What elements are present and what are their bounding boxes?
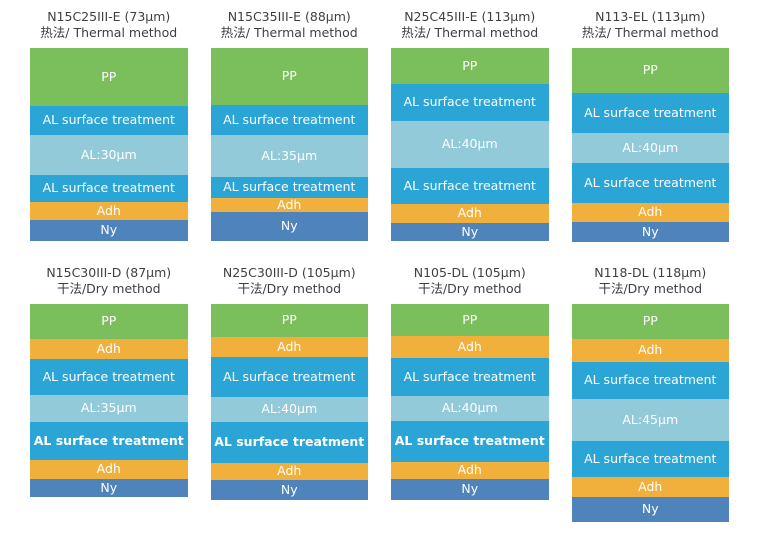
layer-al-surface: AL surface treatment: [30, 175, 188, 202]
layer-stack: PP Adh AL surface treatment AL:40μm AL surfa…: [210, 304, 368, 500]
card-subtitle: 干法/Dry method: [237, 281, 342, 296]
card-title: N25C30III-D (105μm): [222, 265, 356, 280]
layer-pp: PP: [391, 304, 549, 336]
layer-ny: Ny: [391, 479, 549, 500]
laminate-card: N118-DL (118μm) 干法/Dry method PP Adh AL su…: [571, 265, 729, 522]
layer-al-surface: AL surface treatment: [30, 359, 188, 395]
layer-al-core: AL:40μm: [210, 397, 368, 422]
layer-al-surface: AL surface treatment: [391, 84, 549, 121]
layer-adh: Adh: [391, 336, 549, 358]
layer-adh: Adh: [571, 203, 729, 222]
layer-stack: PP Adh AL surface treatment AL:35μm AL surfa…: [30, 304, 188, 497]
layer-ny: Ny: [571, 497, 729, 522]
layer-ny: Ny: [391, 223, 549, 241]
layer-al-surface: AL surface treatment: [391, 358, 549, 396]
layer-adh: Adh: [571, 477, 729, 497]
layer-al-surface: AL surface treatment: [210, 177, 368, 198]
layer-ny: Ny: [30, 479, 188, 497]
layer-adh: Adh: [391, 462, 549, 479]
layer-al-core: AL:35μm: [210, 135, 368, 177]
layer-ny: Ny: [210, 480, 368, 500]
layer-al-surface: AL surface treatment: [30, 106, 188, 135]
layer-stack: PP Adh AL surface treatment AL:45μm AL surfa…: [571, 304, 729, 522]
layer-pp: PP: [30, 304, 188, 339]
laminate-card: N25C45III-E (113μm) 热法/ Thermal method P…: [391, 9, 549, 241]
layer-al-core: AL:30μm: [30, 135, 188, 175]
layer-stack: PP AL surface treatment AL:40μm AL surface …: [571, 48, 729, 242]
layer-adh: Adh: [210, 337, 368, 357]
card-subtitle: 干法/Dry method: [598, 281, 703, 296]
layer-ny: Ny: [30, 220, 188, 241]
laminate-card: N15C30III-D (87μm) 干法/Dry method PP Adh AL…: [30, 265, 188, 497]
layer-adh: Adh: [30, 339, 188, 359]
layer-al-core: AL:35μm: [30, 395, 188, 422]
layer-stack: PP Adh AL surface treatment AL:40μm AL surfa…: [391, 304, 549, 500]
card-subtitle: 干法/Dry method: [417, 281, 522, 296]
layer-al-core: AL:40μm: [391, 396, 549, 421]
layer-adh: Adh: [30, 202, 188, 220]
layer-al-surface: AL surface treatment: [391, 168, 549, 204]
laminate-card: N25C30III-D (105μm) 干法/Dry method PP Adh A…: [210, 265, 368, 500]
layer-stack: PP AL surface treatment AL:35μm AL surface …: [210, 48, 368, 241]
layer-al-surface: AL surface treatment: [571, 362, 729, 399]
layer-al-surface: AL surface treatment: [210, 422, 368, 463]
card-subtitle: 热法/ Thermal method: [581, 25, 719, 40]
card-title: N105-DL (105μm): [413, 265, 526, 280]
layer-ny: Ny: [571, 222, 729, 242]
card-title: N15C30III-D (87μm): [46, 265, 172, 280]
card-subtitle: 热法/ Thermal method: [220, 25, 358, 40]
card-grid: N15C25III-E (73μm) 热法/ Thermal method PP…: [30, 9, 729, 522]
layer-pp: PP: [571, 304, 729, 339]
card-title: N15C25III-E (73μm): [47, 9, 171, 24]
layer-al-surface: AL surface treatment: [391, 421, 549, 462]
layer-pp: PP: [571, 48, 729, 93]
layer-al-surface: AL surface treatment: [30, 422, 188, 460]
card-subtitle: 热法/ Thermal method: [401, 25, 539, 40]
layer-adh: Adh: [571, 339, 729, 362]
layer-al-surface: AL surface treatment: [571, 163, 729, 203]
layer-al-surface: AL surface treatment: [571, 441, 729, 477]
layer-al-core: AL:40μm: [571, 133, 729, 163]
card-title: N15C35III-E (88μm): [227, 9, 351, 24]
layer-ny: Ny: [210, 212, 368, 241]
layer-al-surface: AL surface treatment: [571, 93, 729, 133]
layer-stack: PP AL surface treatment AL:40μm AL surface …: [391, 48, 549, 241]
card-subtitle: 干法/Dry method: [56, 281, 161, 296]
layer-adh: Adh: [391, 204, 549, 223]
laminate-card: N15C25III-E (73μm) 热法/ Thermal method PP…: [30, 9, 188, 241]
layer-pp: PP: [30, 48, 188, 106]
laminate-card: N15C35III-E (88μm) 热法/ Thermal method PP…: [210, 9, 368, 241]
laminate-card: N105-DL (105μm) 干法/Dry method PP Adh AL su…: [391, 265, 549, 500]
layer-adh: Adh: [210, 463, 368, 480]
card-title: N113-EL (113μm): [595, 9, 706, 24]
layer-adh: Adh: [210, 198, 368, 212]
layer-pp: PP: [210, 304, 368, 337]
layer-stack: PP AL surface treatment AL:30μm AL surface …: [30, 48, 188, 241]
card-title: N25C45III-E (113μm): [404, 9, 536, 24]
layer-al-core: AL:40μm: [391, 121, 549, 168]
laminate-card: N113-EL (113μm) 热法/ Thermal method PP AL …: [571, 9, 729, 242]
layer-al-surface: AL surface treatment: [210, 105, 368, 135]
layer-pp: PP: [210, 48, 368, 105]
layer-al-surface: AL surface treatment: [210, 357, 368, 397]
layer-adh: Adh: [30, 460, 188, 479]
card-subtitle: 热法/ Thermal method: [40, 25, 178, 40]
layer-pp: PP: [391, 48, 549, 84]
card-title: N118-DL (118μm): [594, 265, 707, 280]
layer-al-core: AL:45μm: [571, 399, 729, 441]
